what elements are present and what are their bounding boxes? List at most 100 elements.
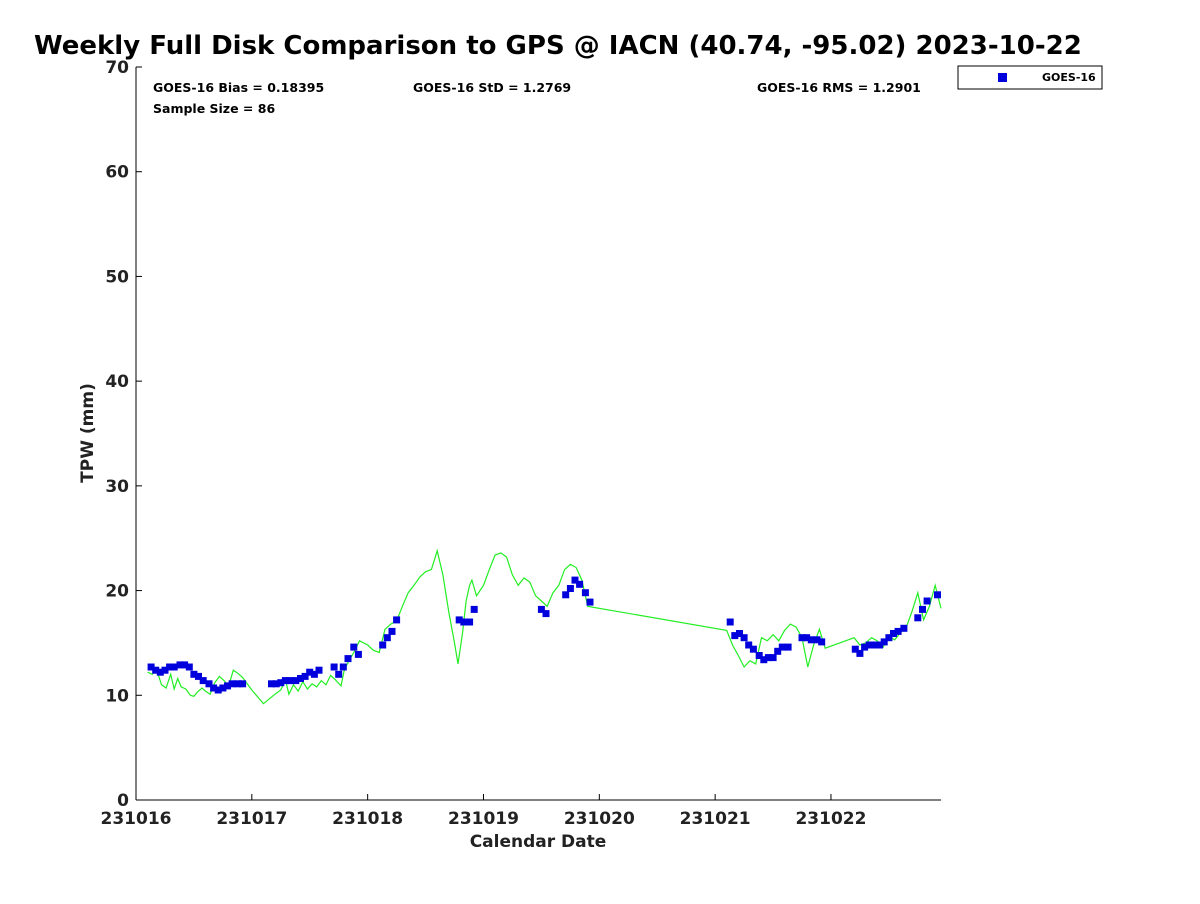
goes-16-point	[350, 643, 358, 651]
goes-16-point	[195, 672, 202, 680]
goes-16-point	[571, 576, 579, 584]
goes-16-point	[851, 645, 859, 653]
goes-16-point	[166, 663, 174, 671]
goes-16-point	[803, 634, 811, 642]
y-tick-label: 50	[105, 267, 129, 287]
goes-16-point	[228, 680, 236, 688]
sample-size-stat: Sample Size = 86	[153, 101, 275, 116]
bias-stat: GOES-16 Bias = 0.18395	[153, 80, 324, 95]
goes-16-point	[181, 661, 189, 669]
goes-16-point	[219, 684, 227, 692]
goes-16-point	[581, 589, 589, 597]
goes-16-point	[388, 627, 396, 635]
goes-16-point	[330, 663, 338, 671]
x-tick-label: 231021	[680, 809, 751, 829]
goes-16-point	[335, 670, 343, 678]
goes-16-point	[562, 591, 570, 599]
x-tick-label: 231017	[216, 809, 287, 829]
goes-16-point	[224, 682, 231, 690]
goes-16-point	[576, 580, 584, 588]
std-stat: GOES-16 StD = 1.2769	[413, 80, 571, 95]
y-tick-label: 20	[105, 582, 129, 602]
plot-area	[135, 67, 941, 801]
goes-16-point	[934, 591, 941, 599]
goes-16-point	[239, 680, 247, 688]
goes-16-point	[856, 649, 864, 657]
y-tick-label: 0	[117, 791, 129, 811]
goes-16-point	[774, 647, 782, 655]
goes-16-point	[306, 668, 314, 676]
x-tick-label: 231019	[448, 809, 519, 829]
goes-16-point	[466, 618, 474, 626]
goes-16-point	[315, 666, 323, 674]
goes-16-point	[818, 638, 826, 646]
goes-16-point	[170, 663, 178, 671]
goes-16-point	[310, 670, 318, 678]
goes-16-point	[726, 618, 734, 626]
goes-16-point	[292, 677, 300, 685]
x-tick-label: 231022	[795, 809, 866, 829]
goes-16-point	[861, 643, 869, 651]
goes-16-point	[176, 661, 184, 669]
goes-16-point	[736, 630, 743, 637]
goes-16-point	[234, 680, 242, 688]
goes-16-point	[272, 680, 280, 688]
goes-16-point	[537, 605, 545, 613]
goes-16-point	[147, 663, 155, 671]
y-tick-label: 40	[105, 372, 129, 392]
goes-16-point	[393, 616, 401, 624]
goes-16-point	[749, 645, 757, 653]
goes-16-point	[784, 643, 792, 651]
goes-16-point	[900, 624, 908, 632]
legend-label-goes-16: GOES-16	[1042, 71, 1096, 84]
goes-16-point	[755, 652, 763, 659]
goes-16-point	[205, 680, 213, 688]
goes-16-point	[919, 605, 926, 613]
goes-16-point	[185, 663, 193, 671]
goes-16-point	[470, 605, 478, 613]
goes-16-point	[460, 618, 468, 626]
goes-16-point	[745, 641, 753, 649]
goes-16-point	[880, 638, 888, 646]
goes-16-point	[354, 650, 362, 658]
x-ticks: 231016 231017 231018 231019 231020 231021 2310…	[101, 794, 866, 829]
goes-16-point	[876, 641, 884, 649]
goes-16-point	[210, 684, 218, 692]
legend-box	[957, 65, 1103, 90]
goes-16-point	[190, 670, 198, 678]
goes-16-point	[865, 641, 873, 649]
goes-16-point	[268, 680, 275, 688]
goes-16-point	[871, 641, 879, 649]
goes-16-point	[731, 632, 739, 640]
chart-title: Weekly Full Disk Comparison to GPS @ IAC…	[34, 31, 1082, 61]
goes-16-point	[914, 614, 922, 622]
x-tick-label: 231018	[332, 809, 403, 829]
goes-16-series	[147, 576, 941, 694]
goes-16-point	[760, 656, 768, 664]
goes-16-point	[301, 672, 309, 680]
y-tick-label: 70	[105, 58, 129, 78]
goes-16-point	[383, 634, 391, 642]
goes-16-point	[813, 636, 821, 644]
goes-16-point	[281, 677, 289, 685]
goes-16-point	[764, 654, 772, 662]
goes-16-point	[297, 675, 304, 682]
goes-16-point	[740, 634, 748, 642]
goes-16-point	[586, 598, 594, 606]
goes-16-point	[214, 686, 222, 694]
rms-stat: GOES-16 RMS = 1.2901	[757, 80, 921, 95]
gps-series	[147, 548, 942, 705]
gps-line	[147, 548, 942, 705]
goes-16-point	[161, 666, 169, 674]
goes-16-point	[542, 610, 550, 618]
legend: GOES-16	[957, 65, 1103, 90]
x-tick-label: 231016	[101, 809, 172, 829]
x-tick-label: 231020	[564, 809, 635, 829]
legend-marker-goes-16	[998, 73, 1007, 82]
goes-16-point	[286, 677, 294, 685]
x-axis-label: Calendar Date	[470, 832, 607, 852]
goes-16-point	[344, 655, 352, 663]
goes-16-point	[152, 666, 160, 674]
